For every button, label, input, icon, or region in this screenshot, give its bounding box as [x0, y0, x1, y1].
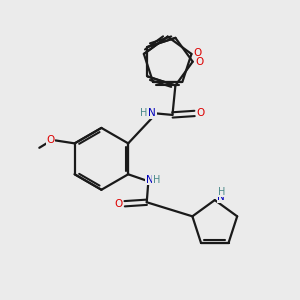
Text: O: O	[194, 48, 202, 58]
Text: O: O	[46, 135, 54, 146]
Text: N: N	[218, 192, 225, 202]
Text: N: N	[146, 175, 153, 185]
Text: H: H	[140, 108, 148, 118]
Text: H: H	[153, 175, 160, 185]
Text: O: O	[196, 108, 205, 118]
Text: O: O	[195, 57, 203, 67]
Text: N: N	[148, 108, 156, 118]
Text: H: H	[218, 187, 225, 197]
Text: O: O	[115, 199, 123, 209]
